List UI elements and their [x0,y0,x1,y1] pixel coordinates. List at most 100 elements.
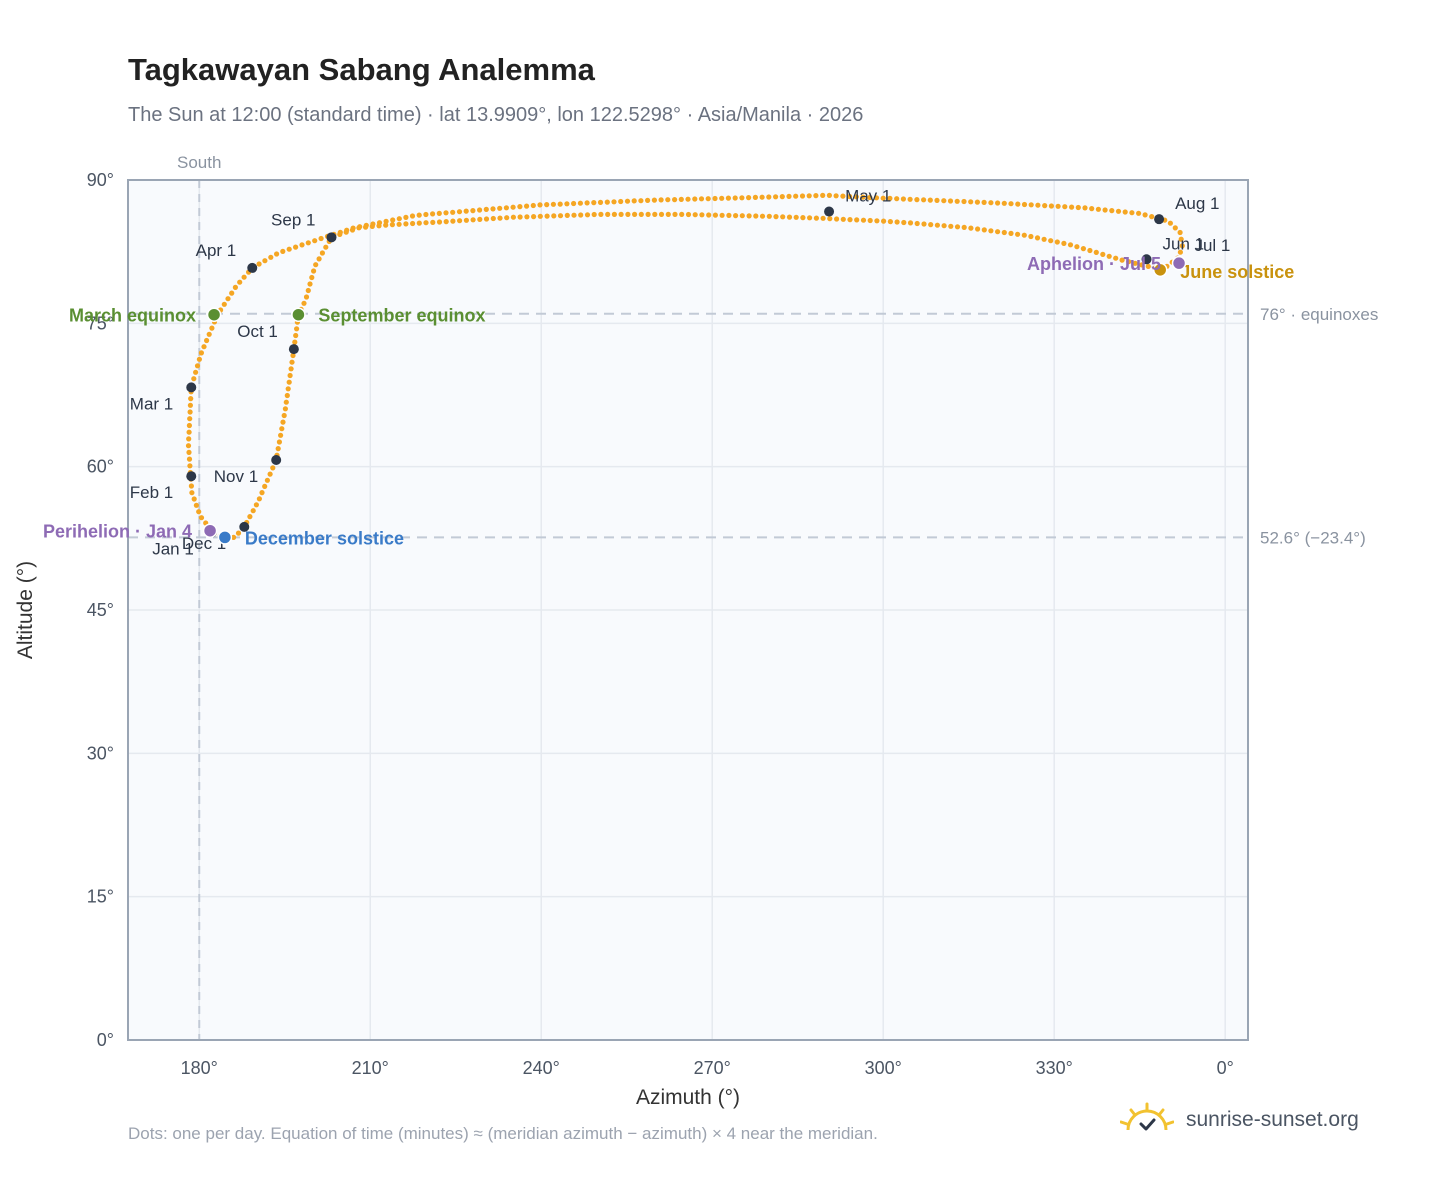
month-marker [288,344,299,355]
daily-sun-dot [504,215,510,221]
daily-sun-dot [692,212,698,218]
daily-sun-dot [1172,225,1178,231]
daily-sun-dot [483,216,490,222]
daily-sun-dot [1048,238,1054,244]
daily-sun-dot [941,198,947,204]
daily-sun-dot [186,429,192,435]
daily-sun-dot [1048,203,1054,209]
daily-sun-dot [280,419,286,425]
month-label: Oct 1 [237,322,278,341]
daily-sun-dot [262,258,268,264]
daily-sun-dot [625,211,631,217]
daily-sun-dot [752,194,759,200]
daily-sun-dot [1142,212,1148,218]
daily-sun-dot [416,220,422,226]
daily-sun-dot [800,215,806,221]
daily-sun-dot [483,206,489,212]
daily-sun-dot [1095,206,1101,212]
month-marker [326,232,337,243]
month-label: Sep 1 [271,210,315,229]
daily-sun-dot [591,200,597,206]
daily-sun-dot [292,339,298,345]
y-tick-label: 45° [87,600,114,620]
daily-sun-dot [907,196,913,202]
daily-sun-dot [968,199,974,205]
y-tick-label: 30° [87,743,114,763]
x-tick-label: 300° [865,1058,902,1078]
daily-sun-dot [187,416,193,422]
daily-sun-dot [746,213,752,219]
daily-sun-dot [221,301,227,307]
daily-sun-dot [847,193,853,200]
y-tick-label: 60° [87,457,114,477]
daily-sun-dot [193,502,199,508]
daily-sun-dot [289,359,295,365]
daily-sun-dot [605,211,611,217]
daily-sun-dot [463,208,469,214]
daily-sun-dot [914,220,920,227]
daily-sun-dot [201,344,207,350]
daily-sun-dot [524,214,530,220]
daily-sun-dot [853,194,859,200]
month-marker [271,454,282,465]
daily-sun-dot [470,217,476,223]
daily-sun-dot [188,483,194,489]
daily-sun-dot [497,205,503,211]
daily-sun-dot [1177,249,1183,255]
daily-sun-dot [288,366,294,372]
daily-sun-dot [1008,230,1014,236]
daily-sun-dot [1021,232,1027,238]
daily-sun-dot [517,204,523,210]
daily-sun-dot [759,213,766,219]
daily-sun-dot [204,337,210,344]
daily-sun-dot [1001,229,1007,236]
daily-sun-dot [285,386,291,392]
daily-sun-dot [840,216,846,222]
daily-sun-dot [544,202,550,208]
daily-sun-dot [826,192,833,198]
daily-sun-dot [1113,255,1119,261]
daily-sun-dot [318,235,324,242]
daily-sun-dot [256,261,262,267]
daily-sun-dot [678,196,684,202]
daily-sun-dot [672,211,678,217]
sun-logo-icon [1120,1102,1174,1131]
daily-sun-dot [881,218,887,224]
daily-sun-dot [294,326,300,332]
daily-sun-dot [1126,259,1132,265]
daily-sun-dot [699,212,705,218]
daily-sun-dot [349,227,356,233]
daily-sun-dot [191,376,197,382]
daily-sun-dot [457,218,463,224]
daily-sun-dot [196,509,202,515]
y-tick-label: 0° [97,1030,114,1050]
brand[interactable]: sunrise-sunset.org [1120,1102,1359,1138]
month-marker [186,382,197,393]
daily-sun-dot [611,211,618,217]
daily-sun-dot [827,216,833,222]
daily-sun-dot [390,217,396,223]
daily-sun-dot [1087,247,1093,254]
daily-sun-dot [867,217,873,224]
daily-sun-dot [305,240,311,246]
daily-sun-dot [247,514,253,520]
daily-sun-dot [283,399,289,405]
daily-sun-dot [189,490,195,496]
daily-sun-dot [733,213,739,219]
daily-sun-dot [1089,206,1095,212]
daily-sun-dot [316,256,322,262]
daily-sun-dot [524,203,530,209]
daily-sun-dot [410,220,416,227]
daily-sun-dot [719,212,725,218]
daily-sun-dot [323,244,329,250]
daily-sun-dot [1054,239,1060,245]
daily-sun-dot [281,412,287,419]
daily-sun-dot [389,222,395,228]
event-marker [291,307,306,322]
daily-sun-dot [517,214,523,220]
daily-sun-dot [618,198,624,205]
month-label: Feb 1 [130,483,173,502]
daily-sun-dot [286,379,292,385]
daily-sun-dot [961,198,967,205]
daily-sun-dot [739,213,745,219]
